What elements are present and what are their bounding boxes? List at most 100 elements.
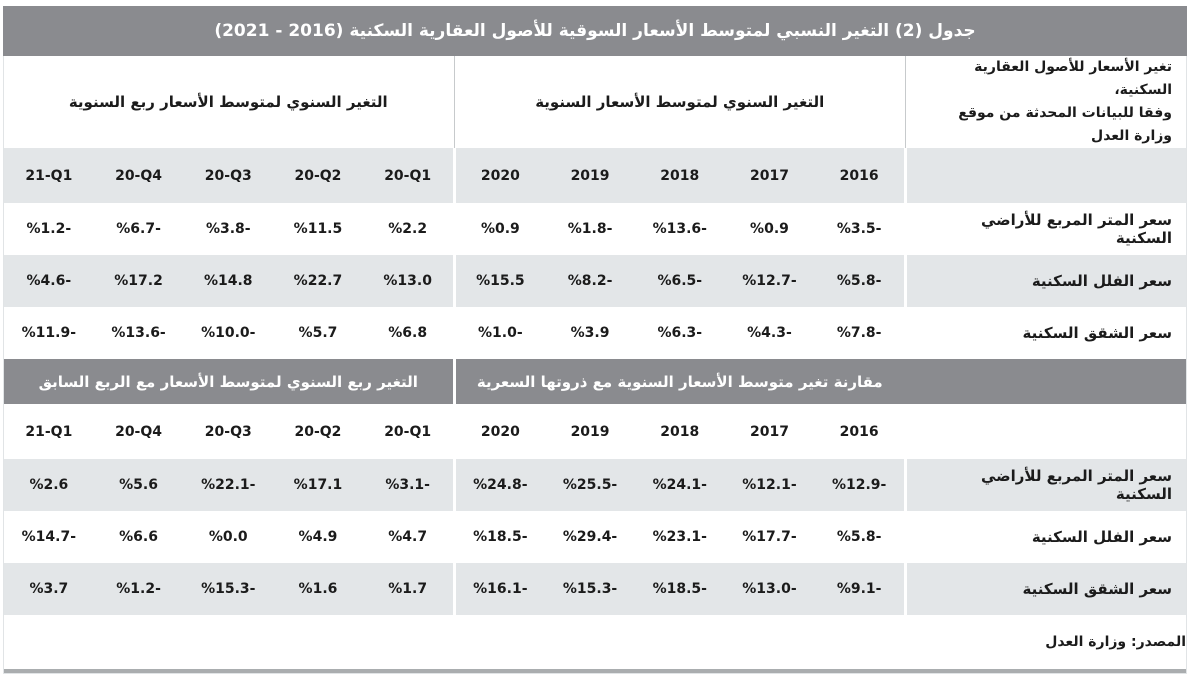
group-divider bbox=[904, 563, 907, 615]
value-cell: %3.1- bbox=[362, 459, 453, 511]
value-cell: %17.2 bbox=[93, 255, 184, 307]
section2-group-headers: مقارنة تغير متوسط الأسعار السنوية مع ذرو… bbox=[4, 359, 1186, 404]
value-cell: %17.1 bbox=[273, 459, 363, 511]
row-label: سعر المتر المربع للأراضي السكنية bbox=[907, 459, 1186, 511]
section1-group-headers: تغير الأسعار للأصول العقارية السكنية، وف… bbox=[4, 56, 1186, 149]
group-divider bbox=[452, 563, 456, 615]
group-divider bbox=[452, 255, 456, 307]
group-divider bbox=[904, 307, 907, 359]
group-divider bbox=[904, 148, 907, 203]
table-row: سعر المتر المربع للأراضي السكنية %12.9- … bbox=[4, 459, 1186, 511]
value-cell: %4.6- bbox=[4, 255, 94, 307]
value-cell: %13.0- bbox=[724, 563, 815, 615]
value-cell: %14.7- bbox=[21, 529, 77, 545]
corner-note-line2: وفقا للبيانات المحدثة من موقع وزارة العد… bbox=[958, 105, 1172, 145]
value-cell: %7.8- bbox=[836, 325, 882, 341]
table-row: سعر الشقق السكنية %9.1- %13.0- %18.5- %1… bbox=[4, 563, 1186, 615]
value-cell: %8.2- bbox=[545, 255, 635, 307]
value-cell: %6.7- bbox=[116, 221, 161, 237]
section1-column-header-row: 2016 2017 2018 2019 2020 20-Q1 20-Q2 20-… bbox=[4, 148, 1186, 203]
value-cell: %24.8- bbox=[455, 459, 546, 511]
quarter-column-header: 20-Q3 bbox=[183, 148, 274, 203]
value-cell: %5.8- bbox=[836, 529, 882, 545]
value-cell: %3.9 bbox=[570, 325, 610, 341]
report-table: جدول (2) التغير النسبي لمتوسط الأسعار ال… bbox=[3, 0, 1187, 674]
quarter-column-header: 20-Q4 bbox=[115, 423, 163, 440]
value-cell: %23.1- bbox=[652, 529, 707, 545]
value-cell: %11.9- bbox=[21, 325, 77, 341]
value-cell: %0.9 bbox=[480, 221, 520, 237]
value-cell: %14.8 bbox=[183, 255, 274, 307]
row-label: سعر الفلل السكنية bbox=[907, 255, 1186, 307]
empty-corner-cell bbox=[907, 404, 1186, 459]
year-column-header: 2020 bbox=[480, 423, 520, 440]
quarter-column-header: 20-Q1 bbox=[362, 148, 453, 203]
value-cell: %15.3- bbox=[183, 563, 274, 615]
value-cell: %22.7 bbox=[273, 255, 363, 307]
value-cell: %6.8 bbox=[388, 325, 428, 341]
row-label: سعر الفلل السكنية bbox=[1031, 528, 1172, 546]
quarter-column-header: 20-Q3 bbox=[204, 423, 252, 440]
year-column-header: 2019 bbox=[545, 148, 635, 203]
table-row: سعر المتر المربع للأراضي السكنية %3.5- %… bbox=[4, 203, 1186, 255]
value-cell: %12.7- bbox=[724, 255, 815, 307]
qoq-group-header: التغير ربع السنوي لمتوسط الأسعار مع الرب… bbox=[4, 359, 453, 404]
corner-note: تغير الأسعار للأصول العقارية السكنية، وف… bbox=[907, 56, 1186, 148]
group-divider bbox=[452, 459, 456, 511]
group-divider bbox=[904, 511, 907, 563]
year-column-header: 2018 bbox=[660, 423, 700, 440]
group-divider bbox=[452, 203, 456, 255]
table-row: سعر الفلل السكنية %5.8- %12.7- %6.5- %8.… bbox=[4, 255, 1186, 307]
value-cell: %24.1- bbox=[634, 459, 725, 511]
year-column-header: 2016 bbox=[839, 423, 879, 440]
value-cell: %13.6- bbox=[111, 325, 166, 341]
year-column-header: 2019 bbox=[570, 423, 610, 440]
value-cell: %16.1- bbox=[455, 563, 546, 615]
value-cell: %12.9- bbox=[814, 459, 904, 511]
group-divider bbox=[904, 255, 907, 307]
value-cell: %0.9 bbox=[750, 221, 789, 237]
value-cell: %12.1- bbox=[724, 459, 815, 511]
year-column-header: 2020 bbox=[455, 148, 546, 203]
value-cell: %18.5- bbox=[473, 529, 528, 545]
value-cell: %1.2- bbox=[26, 221, 72, 237]
group-divider bbox=[452, 307, 456, 359]
value-cell: %1.6 bbox=[273, 563, 363, 615]
value-cell: %9.1- bbox=[814, 563, 904, 615]
value-cell: %4.7 bbox=[388, 529, 428, 545]
value-cell: %4.3- bbox=[747, 325, 792, 341]
value-cell: %18.5- bbox=[634, 563, 725, 615]
value-cell: %13.0 bbox=[362, 255, 453, 307]
source-note: المصدر: وزارة العدل bbox=[1045, 634, 1186, 650]
group-divider bbox=[452, 404, 456, 459]
value-cell: %0.0 bbox=[208, 529, 248, 545]
table-row: سعر الفلل السكنية %5.8- %17.7- %23.1- %2… bbox=[4, 511, 1186, 563]
quarter-column-header: 21-Q1 bbox=[25, 423, 73, 440]
quarter-column-header: 20-Q1 bbox=[384, 423, 432, 440]
group-divider bbox=[904, 203, 907, 255]
value-cell: %5.8- bbox=[814, 255, 904, 307]
year-column-header: 2016 bbox=[814, 148, 904, 203]
annual-group-header: التغير السنوي لمتوسط الأسعار السنوية bbox=[535, 93, 825, 112]
footer-row: المصدر: وزارة العدل bbox=[4, 615, 1186, 669]
value-cell: %10.0- bbox=[201, 325, 256, 341]
row-label: سعر الشقق السكنية bbox=[1022, 324, 1172, 342]
quarter-column-header: 20-Q4 bbox=[93, 148, 184, 203]
value-cell: %1.2- bbox=[93, 563, 184, 615]
table-row: سعر الشقق السكنية %7.8- %4.3- %6.3- %3.9… bbox=[4, 307, 1186, 359]
quarterly-group-header: التغير السنوي لمتوسط الأسعار ربع السنوية bbox=[68, 93, 388, 112]
value-cell: %4.9 bbox=[298, 529, 338, 545]
value-cell: %5.7 bbox=[298, 325, 338, 341]
quarter-column-header: 20-Q2 bbox=[294, 423, 342, 440]
value-cell: %1.7 bbox=[362, 563, 453, 615]
table-title: جدول (2) التغير النسبي لمتوسط الأسعار ال… bbox=[3, 6, 1187, 56]
group-divider bbox=[904, 459, 907, 511]
row-label: سعر الشقق السكنية bbox=[907, 563, 1186, 615]
value-cell: %6.5- bbox=[634, 255, 725, 307]
value-cell: %13.6- bbox=[652, 221, 707, 237]
quarter-column-header: 20-Q2 bbox=[273, 148, 363, 203]
value-cell: %3.5- bbox=[836, 221, 882, 237]
group-divider bbox=[904, 404, 907, 459]
group-divider-line bbox=[904, 56, 907, 149]
group-divider bbox=[452, 148, 456, 203]
